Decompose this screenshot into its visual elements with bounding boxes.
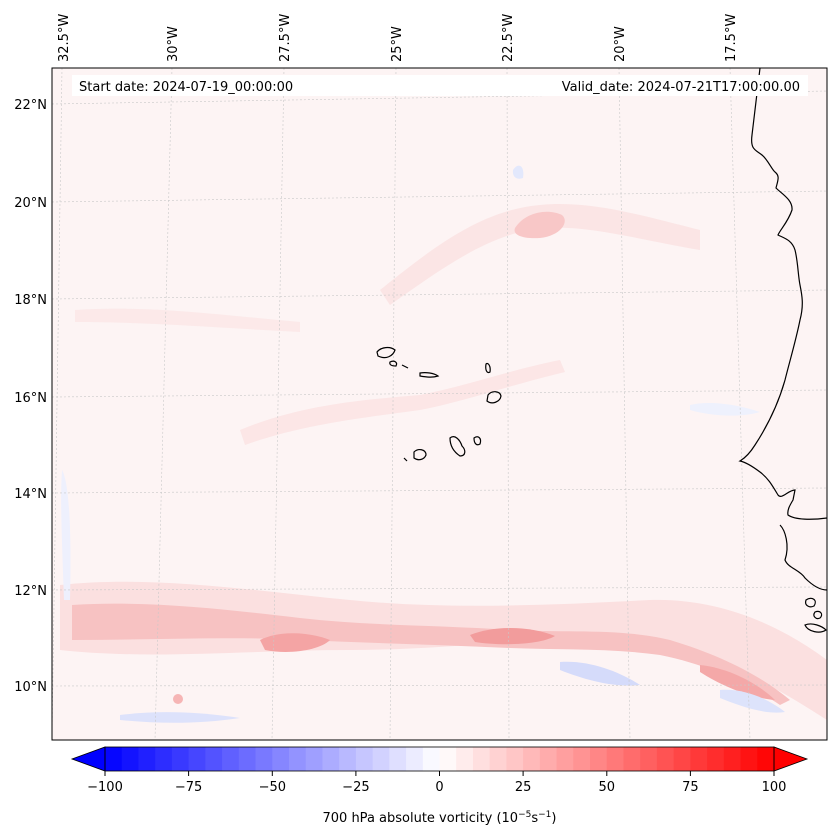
- colorbar-tick-label: 75: [682, 780, 699, 795]
- colorbar-swatch: [305, 747, 324, 771]
- colorbar-swatch: [606, 747, 625, 771]
- guinea-coastline: [779, 524, 827, 591]
- negative-vorticity-2: [560, 661, 640, 686]
- negative-vorticity-6: [690, 402, 760, 416]
- colorbar-swatch: [707, 747, 725, 771]
- latitude-labels: 22°N 20°N 18°N 16°N 14°N 12°N 10°N: [14, 98, 47, 695]
- lon-label: 32.5°W: [57, 14, 72, 62]
- colorbar-swatches: [105, 747, 775, 771]
- lat-label: 12°N: [14, 584, 47, 599]
- colorbar-tick-label: 0: [435, 780, 443, 795]
- colorbar-swatch: [222, 747, 240, 771]
- lon-label: 20°W: [613, 26, 628, 62]
- colorbar-swatch: [556, 747, 574, 771]
- longitude-labels: 32.5°W 30°W 27.5°W 25°W 22.5°W 20°W 17.5…: [57, 14, 739, 62]
- vorticity-band-west: [75, 308, 300, 332]
- colorbar-swatch: [472, 747, 491, 771]
- colorbar-swatch: [456, 747, 474, 771]
- vorticity-strip-south: [72, 603, 790, 705]
- colorbar-swatch: [422, 747, 441, 771]
- lon-label: 22.5°W: [501, 14, 516, 62]
- colorbar-swatch: [322, 747, 340, 771]
- lat-label: 22°N: [14, 98, 47, 113]
- start-date-label: Start date: 2024-07-19_00:00:00: [79, 80, 293, 95]
- bijagos-islands: [804, 597, 827, 633]
- colorbar-swatch: [539, 747, 558, 771]
- vorticity-core-3: [700, 665, 775, 700]
- colorbar-tick-label: 100: [762, 780, 787, 795]
- colorbar-ticks: [104, 771, 775, 776]
- lat-label: 16°N: [14, 391, 47, 406]
- colorbar-tick-label: −75: [175, 780, 202, 795]
- colorbar-swatch: [740, 747, 758, 771]
- colorbar-tick-label: 25: [515, 780, 532, 795]
- cape-verde-islands: [376, 346, 502, 462]
- lon-label: 27.5°W: [278, 14, 293, 62]
- colorbar-swatch: [573, 747, 591, 771]
- colorbar-swatch: [205, 747, 223, 771]
- colorbar-swatch: [288, 747, 307, 771]
- vorticity-band-mid: [240, 360, 565, 445]
- colorbar-swatch: [506, 747, 524, 771]
- colorbar-tick-label: −25: [342, 780, 369, 795]
- colorbar-swatch: [656, 747, 675, 771]
- colorbar-swatch: [389, 747, 407, 771]
- colorbar-swatch: [355, 747, 374, 771]
- negative-vorticity-1: [120, 712, 240, 723]
- colorbar-swatch: [171, 747, 190, 771]
- vorticity-spot: [173, 694, 183, 704]
- lat-label: 10°N: [14, 680, 47, 695]
- vorticity-core-2: [470, 627, 555, 645]
- colorbar-swatch: [188, 747, 206, 771]
- colorbar-tick-label: −100: [87, 780, 123, 795]
- colorbar: −100 −75 −50 −25 0 25 50 75 100 700 hPa …: [70, 746, 809, 826]
- colorbar-swatch: [138, 747, 156, 771]
- colorbar-swatch: [590, 747, 608, 771]
- negative-vorticity-3: [720, 689, 785, 713]
- colorbar-swatch: [272, 747, 290, 771]
- colorbar-swatch: [238, 747, 257, 771]
- map-panel: Start date: 2024-07-19_00:00:00 Valid_da…: [51, 67, 828, 741]
- colorbar-tick-label: −50: [259, 780, 286, 795]
- colorbar-swatch: [723, 747, 742, 771]
- vorticity-maximum-north: [514, 211, 565, 239]
- colorbar-swatch: [339, 747, 357, 771]
- west-africa-coastline: [738, 68, 827, 520]
- colorbar-extend-low: [70, 746, 106, 772]
- colorbar-swatch: [121, 747, 140, 771]
- colorbar-swatch: [673, 747, 691, 771]
- colorbar-swatch: [372, 747, 390, 771]
- lat-label: 18°N: [14, 293, 47, 308]
- lon-label: 25°W: [390, 26, 405, 62]
- colorbar-swatch: [623, 747, 641, 771]
- lat-label: 20°N: [14, 196, 47, 211]
- lat-label: 14°N: [14, 487, 47, 502]
- lon-label: 17.5°W: [724, 14, 739, 62]
- colorbar-swatch: [406, 747, 424, 771]
- vorticity-core-1: [260, 633, 330, 652]
- map-frame: [51, 67, 828, 741]
- vorticity-band-north: [380, 204, 700, 305]
- colorbar-swatch: [640, 747, 658, 771]
- colorbar-swatch: [489, 747, 507, 771]
- colorbar-swatch: [155, 747, 173, 771]
- colorbar-swatch: [255, 747, 273, 771]
- lon-label: 30°W: [166, 26, 181, 62]
- valid-date-label: Valid_date: 2024-07-21T17:00:00.00: [562, 80, 800, 95]
- negative-vorticity-4: [512, 165, 524, 179]
- colorbar-swatch: [523, 747, 541, 771]
- colorbar-swatch: [757, 747, 775, 771]
- colorbar-swatch: [690, 747, 708, 771]
- colorbar-tick-label: 50: [599, 780, 616, 795]
- colorbar-label: 700 hPa absolute vorticity (10−5s−1): [323, 810, 557, 826]
- date-banner: [72, 75, 808, 96]
- colorbar-extend-high: [773, 746, 809, 772]
- colorbar-swatch: [439, 747, 457, 771]
- negative-vorticity-5: [61, 470, 71, 600]
- colorbar-swatch: [105, 747, 123, 771]
